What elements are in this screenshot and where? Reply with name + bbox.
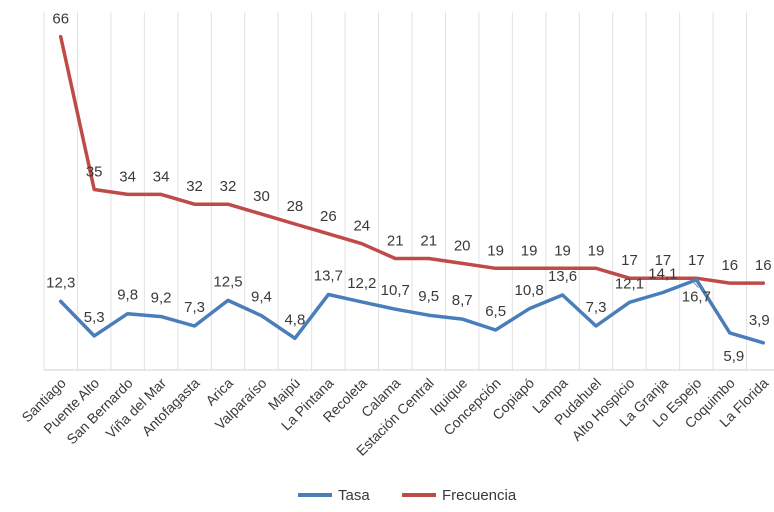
data-label-frecuencia: 19 <box>487 242 504 259</box>
data-label-tasa: 16,7 <box>682 289 711 306</box>
data-label-tasa: 7,3 <box>586 299 607 316</box>
data-label-tasa: 3,9 <box>749 312 770 329</box>
data-label-tasa: 4,8 <box>284 311 305 328</box>
label-leader-line <box>691 280 699 288</box>
data-label-tasa: 13,7 <box>314 267 343 284</box>
data-label-tasa: 9,5 <box>418 288 439 305</box>
data-label-frecuencia: 34 <box>119 168 136 185</box>
series-line-tasa <box>58 277 766 345</box>
label-leader-lines <box>691 280 699 288</box>
data-label-frecuencia: 21 <box>420 232 437 249</box>
data-label-frecuencia: 35 <box>86 163 103 180</box>
data-label-tasa: 6,5 <box>485 303 506 320</box>
data-label-frecuencia: 17 <box>655 252 672 269</box>
series-line-frecuencia <box>58 34 766 285</box>
vertical-gridlines <box>43 12 748 370</box>
data-label-frecuencia: 32 <box>186 178 203 195</box>
data-label-frecuencia: 19 <box>521 242 538 259</box>
data-label-tasa: 13,6 <box>548 268 577 285</box>
data-label-tasa: 8,7 <box>452 292 473 309</box>
data-label-frecuencia: 30 <box>253 188 270 205</box>
legend-label-tasa: Tasa <box>338 487 370 504</box>
data-label-tasa: 5,3 <box>84 309 105 326</box>
data-label-frecuencia: 16 <box>721 257 738 274</box>
data-label-frecuencia: 19 <box>554 242 571 259</box>
data-label-tasa: 10,8 <box>514 282 543 299</box>
data-label-tasa: 14,1 <box>648 265 677 282</box>
data-label-tasa: 12,2 <box>347 275 376 292</box>
data-label-frecuencia: 32 <box>220 178 237 195</box>
data-label-frecuencia: 28 <box>287 198 304 215</box>
data-label-frecuencia: 17 <box>621 252 638 269</box>
data-label-frecuencia: 19 <box>588 242 605 259</box>
data-label-tasa: 9,8 <box>117 287 138 304</box>
data-label-frecuencia: 26 <box>320 208 337 225</box>
data-label-tasa: 7,3 <box>184 299 205 316</box>
data-label-tasa: 12,5 <box>213 273 242 290</box>
data-label-frecuencia: 34 <box>153 168 170 185</box>
legend-label-frecuencia: Frecuencia <box>442 487 517 504</box>
data-label-frecuencia: 21 <box>387 232 404 249</box>
data-label-tasa: 10,7 <box>381 282 410 299</box>
data-label-frecuencia: 20 <box>454 237 471 254</box>
series-lines <box>58 34 766 345</box>
data-label-frecuencia: 24 <box>353 218 370 235</box>
data-label-tasa: 12,3 <box>46 274 75 291</box>
data-label-tasa: 9,4 <box>251 289 272 306</box>
data-label-tasa: 5,9 <box>723 348 744 365</box>
data-labels: 66 35 34 34 32 32 30 28 26 24 21 21 20 19 19 19 19 17 17 17… <box>46 11 771 365</box>
data-label-frecuencia: 16 <box>755 257 772 274</box>
data-label-frecuencia: 17 <box>688 252 705 269</box>
data-label-frecuencia: 66 <box>52 11 69 28</box>
legend: Tasa Frecuencia <box>298 487 517 504</box>
data-label-tasa: 12,1 <box>615 275 644 292</box>
data-label-tasa: 9,2 <box>151 290 172 307</box>
